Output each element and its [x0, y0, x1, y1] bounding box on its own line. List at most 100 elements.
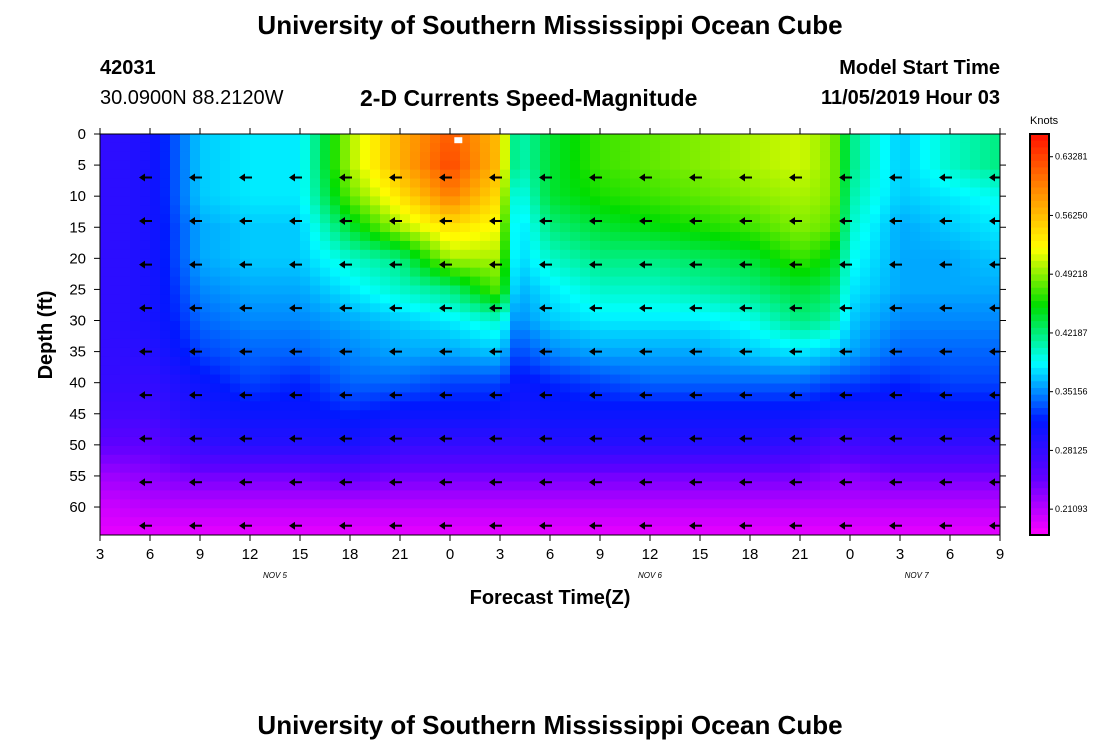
heatmap-cell — [640, 232, 651, 242]
heatmap-cell — [300, 374, 311, 385]
heatmap-cell — [780, 267, 791, 278]
heatmap-cell — [770, 383, 781, 394]
heatmap-cell — [780, 142, 791, 153]
heatmap-cell — [340, 276, 351, 287]
heatmap-cell — [480, 454, 491, 465]
heatmap-cell — [450, 428, 461, 438]
heatmap-cell — [130, 249, 141, 260]
heatmap-cell — [280, 294, 291, 304]
heatmap-cell — [400, 401, 411, 411]
heatmap-cell — [440, 445, 451, 456]
heatmap-cell — [720, 481, 731, 492]
heatmap-cell — [130, 276, 141, 287]
heatmap-cell — [840, 490, 851, 500]
heatmap-cell — [940, 312, 951, 322]
heatmap-cell — [740, 330, 751, 340]
heatmap-cell — [920, 419, 931, 429]
heatmap-cell — [110, 347, 121, 358]
heatmap-cell — [690, 410, 701, 420]
heatmap-cell — [390, 267, 401, 278]
heatmap-cell — [420, 258, 431, 269]
heatmap-cell — [140, 526, 151, 535]
heatmap-cell — [320, 356, 331, 367]
heatmap-cell — [380, 142, 391, 153]
heatmap-cell — [280, 508, 291, 518]
heatmap-cell — [520, 276, 531, 287]
heatmap-cell — [770, 410, 781, 420]
heatmap-cell — [670, 169, 681, 180]
heatmap-cell — [710, 481, 721, 492]
heatmap-cell — [910, 258, 921, 269]
heatmap-cell — [840, 347, 851, 358]
heatmap-cell — [620, 454, 631, 465]
heatmap-cell — [530, 205, 541, 215]
heatmap-cell — [810, 223, 821, 233]
heatmap-cell — [640, 401, 651, 411]
heatmap-cell — [570, 401, 581, 411]
heatmap-cell — [800, 374, 811, 385]
heatmap-cell — [380, 303, 391, 313]
heatmap-cell — [630, 214, 641, 224]
heatmap-cell — [770, 374, 781, 385]
heatmap-cell — [140, 240, 151, 251]
heatmap-cell — [470, 223, 481, 233]
heatmap-cell — [630, 276, 641, 287]
heatmap-cell — [890, 499, 901, 509]
heatmap-cell — [900, 258, 911, 269]
heatmap-cell — [820, 178, 831, 189]
heatmap-cell — [250, 356, 261, 367]
x-tick-label: 3 — [96, 546, 104, 563]
heatmap-cell — [670, 383, 681, 394]
heatmap-cell — [600, 365, 611, 376]
heatmap-cell — [690, 499, 701, 509]
heatmap-cell — [870, 392, 881, 402]
heatmap-cell — [560, 517, 571, 527]
heatmap-cell — [280, 517, 291, 527]
heatmap-cell — [530, 160, 541, 171]
heatmap-cell — [640, 410, 651, 420]
heatmap-cell — [150, 428, 161, 438]
current-vector — [189, 304, 202, 313]
model-start-value: 11/05/2019 Hour 03 — [820, 87, 1000, 109]
heatmap-cell — [720, 160, 731, 171]
heatmap-cell — [290, 517, 301, 527]
heatmap-cell — [220, 526, 231, 535]
heatmap-cell — [380, 232, 391, 242]
heatmap-cell — [900, 249, 911, 260]
heatmap-cell — [820, 392, 831, 402]
heatmap-cell — [440, 312, 451, 322]
heatmap-cell — [720, 365, 731, 376]
heatmap-cell — [470, 276, 481, 287]
heatmap-cell — [410, 472, 421, 483]
heatmap-cell — [800, 419, 811, 429]
heatmap-cell — [210, 151, 221, 162]
heatmap-cell — [160, 472, 171, 483]
current-vector — [839, 304, 852, 313]
heatmap-cell — [340, 187, 351, 197]
heatmap-cell — [410, 285, 421, 295]
heatmap-cell — [130, 508, 141, 518]
heatmap-cell — [550, 347, 561, 358]
heatmap-cell — [640, 428, 651, 438]
heatmap-cell — [940, 454, 951, 465]
heatmap-cell — [800, 454, 811, 465]
heatmap-cell — [460, 196, 471, 206]
heatmap-cell — [500, 481, 511, 492]
heatmap-cell — [480, 178, 491, 189]
heatmap-cell — [910, 445, 921, 456]
heatmap-cell — [230, 214, 241, 224]
heatmap-cell — [950, 178, 961, 189]
heatmap-cell — [650, 169, 661, 180]
heatmap-cell — [530, 321, 541, 331]
heatmap-cell — [570, 445, 581, 456]
heatmap-cell — [830, 338, 841, 349]
heatmap-cell — [600, 454, 611, 465]
heatmap-cell — [400, 445, 411, 456]
heatmap-cell — [780, 232, 791, 242]
current-vector — [439, 347, 452, 356]
heatmap-cell — [710, 178, 721, 189]
current-vector — [489, 434, 502, 443]
heatmap-cell — [360, 232, 371, 242]
heatmap-cell — [310, 338, 321, 349]
heatmap-cell — [770, 240, 781, 251]
